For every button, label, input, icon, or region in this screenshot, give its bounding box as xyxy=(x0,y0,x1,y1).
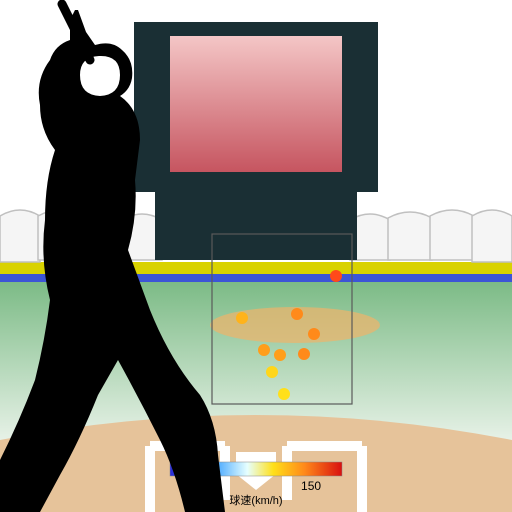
legend-tick-label: 150 xyxy=(301,479,321,493)
pitch-marker xyxy=(291,308,303,320)
bleacher-segment xyxy=(430,210,474,260)
bleacher-segment xyxy=(0,210,40,262)
scoreboard-screen xyxy=(170,36,342,172)
pitch-marker xyxy=(274,349,286,361)
pitch-marker xyxy=(330,270,342,282)
pitch-marker xyxy=(236,312,248,324)
bleacher-segment xyxy=(472,210,512,262)
pitch-marker xyxy=(278,388,290,400)
pitch-marker xyxy=(266,366,278,378)
backscreen-wall xyxy=(155,192,357,260)
pitch-marker xyxy=(258,344,270,356)
pitch-marker xyxy=(308,328,320,340)
pitch-marker xyxy=(298,348,310,360)
bleacher-segment xyxy=(388,212,432,260)
legend-title: 球速(km/h) xyxy=(229,493,282,507)
pitch-location-chart: 100150球速(km/h) xyxy=(0,0,512,512)
